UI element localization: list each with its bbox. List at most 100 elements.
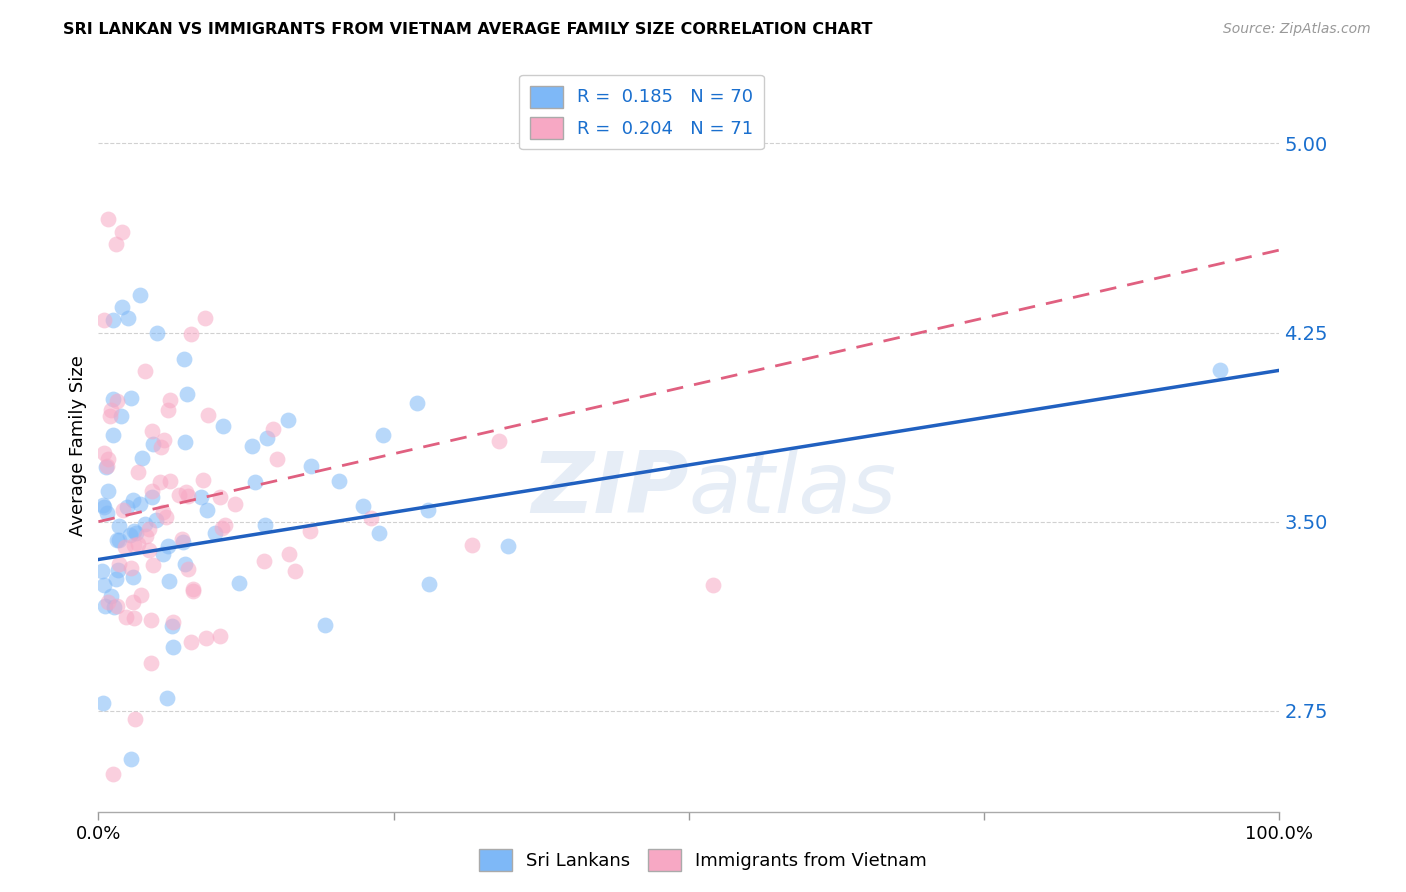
Point: [172, 534, 194, 549]
Point: [107, 563, 129, 577]
Point: [174, 557, 197, 571]
Text: ZIP: ZIP: [531, 449, 689, 532]
Point: [298, 524, 321, 538]
Point: [94, 460, 117, 475]
Point: [108, 557, 131, 571]
Point: [108, 518, 131, 533]
Point: [190, 490, 212, 504]
Point: [107, 393, 129, 408]
Point: [93, 500, 115, 515]
Point: [418, 577, 440, 591]
Point: [195, 631, 218, 645]
Point: [101, 392, 124, 406]
Point: [91, 696, 114, 710]
Point: [314, 618, 336, 632]
Point: [418, 503, 440, 517]
Point: [124, 538, 146, 552]
Y-axis label: Average Family Size: Average Family Size: [69, 356, 87, 536]
Point: [122, 611, 145, 625]
Point: [149, 440, 172, 454]
Point: [159, 393, 181, 408]
Point: [122, 524, 145, 538]
Text: SRI LANKAN VS IMMIGRANTS FROM VIETNAM AVERAGE FAMILY SIZE CORRELATION CHART: SRI LANKAN VS IMMIGRANTS FROM VIETNAM AV…: [63, 22, 873, 37]
Point: [266, 452, 288, 467]
Point: [101, 428, 124, 442]
Point: [284, 564, 307, 578]
Point: [90, 564, 112, 578]
Point: [124, 712, 146, 726]
Point: [183, 584, 205, 599]
Point: [120, 752, 142, 766]
Point: [93, 313, 115, 327]
Point: [176, 561, 198, 575]
Point: [111, 300, 134, 314]
Point: [141, 484, 163, 499]
Point: [120, 560, 142, 574]
Point: [142, 436, 165, 450]
Point: [114, 610, 136, 624]
Text: Source: ZipAtlas.com: Source: ZipAtlas.com: [1223, 22, 1371, 37]
Point: [117, 311, 139, 326]
Point: [195, 503, 218, 517]
Point: [100, 403, 122, 417]
Point: [96, 506, 118, 520]
Point: [209, 629, 232, 643]
Point: [173, 434, 195, 449]
Point: [105, 599, 128, 613]
Point: [173, 351, 195, 366]
Point: [105, 237, 128, 252]
Point: [277, 547, 299, 561]
Point: [121, 570, 143, 584]
Point: [139, 613, 162, 627]
Point: [138, 523, 160, 537]
Point: [110, 409, 132, 423]
Point: [149, 475, 172, 489]
Point: [124, 526, 146, 541]
Point: [170, 533, 193, 547]
Point: [96, 451, 118, 466]
Point: [101, 767, 124, 781]
Point: [254, 518, 277, 533]
Point: [299, 458, 322, 473]
Point: [111, 502, 134, 516]
Point: [159, 474, 181, 488]
Point: [129, 588, 152, 602]
Point: [128, 287, 150, 301]
Point: [496, 539, 519, 553]
Point: [214, 518, 236, 533]
Point: [162, 640, 184, 654]
Point: [152, 548, 174, 562]
Point: [135, 529, 157, 543]
Point: [277, 413, 299, 427]
Point: [191, 473, 214, 487]
Point: [138, 543, 160, 558]
Point: [141, 490, 163, 504]
Point: [96, 458, 118, 473]
Point: [368, 525, 391, 540]
Point: [93, 578, 115, 592]
Point: [406, 396, 429, 410]
Point: [146, 326, 169, 340]
Point: [224, 497, 246, 511]
Point: [162, 615, 184, 629]
Point: [240, 439, 263, 453]
Point: [97, 483, 120, 498]
Point: [156, 690, 179, 705]
Point: [139, 657, 162, 671]
Point: [256, 431, 278, 445]
Point: [120, 391, 142, 405]
Point: [262, 422, 284, 436]
Point: [360, 511, 382, 525]
Point: [131, 451, 153, 466]
Point: [121, 492, 143, 507]
Point: [134, 364, 156, 378]
Point: [153, 433, 176, 447]
Point: [142, 558, 165, 573]
Point: [211, 419, 233, 434]
Point: [118, 528, 141, 542]
Point: [180, 327, 202, 342]
Point: [167, 488, 190, 502]
Point: [371, 428, 394, 442]
Point: [101, 313, 124, 327]
Point: [93, 446, 115, 460]
